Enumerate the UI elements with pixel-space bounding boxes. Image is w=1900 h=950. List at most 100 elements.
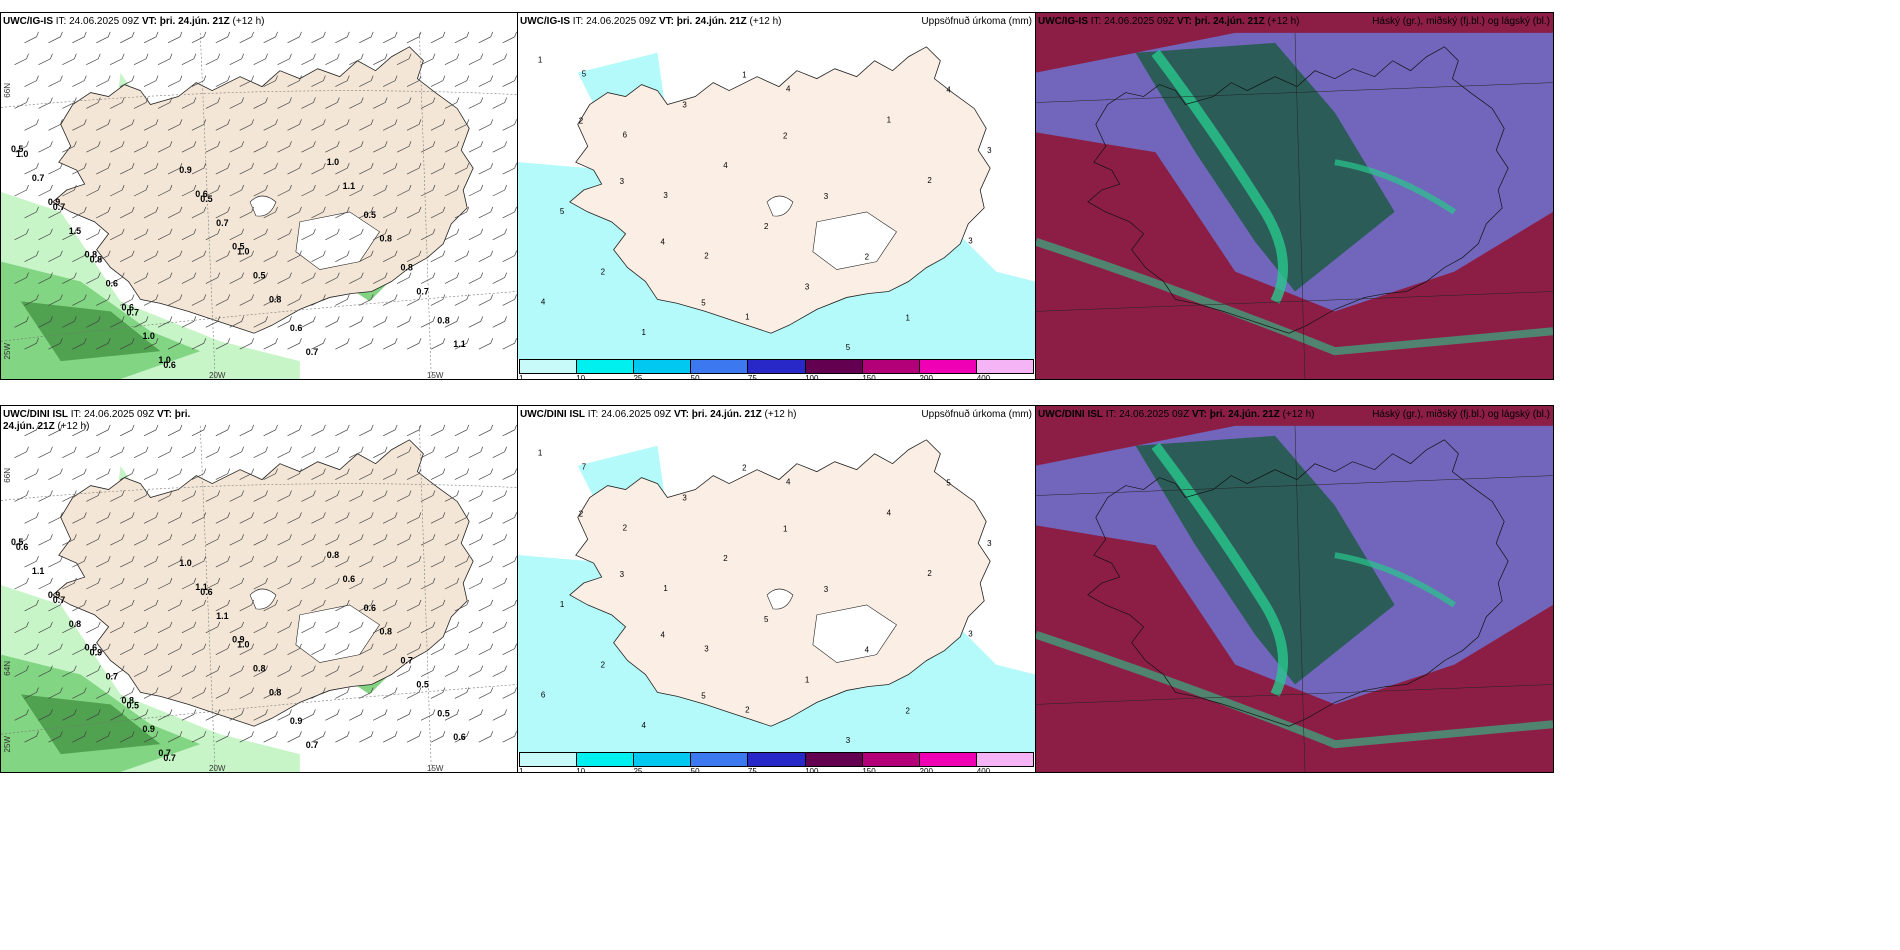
- wind-value: 1.0: [16, 149, 28, 159]
- legend-swatch: [862, 360, 920, 373]
- precip-value: 5: [946, 479, 951, 488]
- precip-legend: 1 10 25 50 75 100 150 200 400: [518, 752, 1035, 772]
- legend-tick: 200: [919, 374, 933, 380]
- wind-barbs: [14, 424, 517, 743]
- panel-wind-r1[interactable]: UWC/IG-IS IT: 24.06.2025 09Z VT: þri. 24…: [0, 12, 518, 380]
- wind-value: 0.7: [216, 218, 228, 228]
- panel-title: UWC/DINI ISL IT: 24.06.2025 09Z VT: þri.…: [520, 409, 797, 420]
- legend-tick: 50: [690, 767, 700, 773]
- precip-value: 4: [541, 297, 546, 306]
- cloud-low-fill: [1135, 42, 1395, 292]
- precip-value: 4: [946, 86, 951, 95]
- precip-value-labels: 1 2 3 4 5 2 1 3 4 2 5 3 1 2 4 3 2 5 1 3 4 2 3 6 7 2 1 3 2 4: [538, 449, 992, 745]
- panel-title: UWC/DINI ISL IT: 24.06.2025 09Z VT: þri.…: [1038, 409, 1315, 420]
- wind-value: 0.9: [48, 590, 60, 600]
- iceland-outline: [1087, 439, 1509, 727]
- legend-tick: 1: [519, 374, 524, 380]
- wind-value-labels: 0.50.90.80.61.00.60.50.80.71.10.80.71.10…: [11, 144, 466, 370]
- wind-value: 0.5: [437, 708, 449, 718]
- legend-swatch: [919, 753, 977, 766]
- legend-tick: 400: [976, 374, 991, 380]
- precip-value: 2: [927, 569, 932, 578]
- panel-precip-r1[interactable]: UWC/IG-IS IT: 24.06.2025 09Z VT: þri. 24…: [517, 12, 1036, 380]
- wind-map: 0.50.90.80.61.00.60.50.80.71.10.80.71.10…: [1, 31, 517, 379]
- precip-value: 3: [805, 282, 810, 291]
- iceland-land: [52, 439, 474, 727]
- precip-value: 5: [764, 615, 769, 624]
- precip-value: 2: [623, 523, 628, 532]
- panel-variable-title: Uppsöfnuð úrkoma (mm): [921, 16, 1032, 27]
- precip-value: 5: [560, 207, 565, 216]
- lat-label: 66N: [3, 83, 12, 98]
- legend-swatch: [577, 360, 635, 373]
- wind-value: 0.8: [69, 619, 81, 629]
- legend-tick: 10: [576, 374, 586, 380]
- legend-tick: 100: [805, 767, 819, 773]
- iceland-outline: [1087, 46, 1509, 334]
- panel-cloud-r2[interactable]: UWC/DINI ISL IT: 24.06.2025 09Z VT: þri.…: [1035, 405, 1554, 773]
- panel-wind-r2[interactable]: UWC/DINI ISL IT: 24.06.2025 09Z VT: þri.…: [0, 405, 518, 773]
- wind-value: 0.8: [327, 550, 339, 560]
- legend-tick: 400: [976, 767, 991, 773]
- precip-value: 4: [786, 478, 791, 487]
- wind-value: 1.1: [32, 566, 44, 576]
- wind-value: 0.7: [416, 286, 428, 296]
- wind-value: 0.6: [163, 360, 175, 370]
- wind-value: 0.8: [400, 263, 412, 273]
- panel-precip-r2[interactable]: UWC/DINI ISL IT: 24.06.2025 09Z VT: þri.…: [517, 405, 1036, 773]
- lat-label: 66N: [3, 468, 12, 483]
- precip-value: 6: [541, 690, 546, 699]
- precip-value: 2: [601, 661, 606, 670]
- precip-value: 5: [701, 298, 706, 307]
- lat-label: 64N: [3, 661, 12, 676]
- legend-tick: 100: [805, 374, 819, 380]
- precip-value: 4: [786, 85, 791, 94]
- legend-swatch: [748, 753, 806, 766]
- legend-tick: 25: [633, 767, 643, 773]
- wind-value: 1.0: [142, 331, 154, 341]
- legend-swatch: [520, 753, 578, 766]
- lat-lon-grid: [1036, 425, 1553, 772]
- precip-value-labels: 1 2 3 4 5 1 2 3 2 1 4 3 5 2 1 3 4 2 3 5 1 2 3 4 5 6 3 2 1 4: [538, 56, 992, 352]
- precip-value: 5: [582, 70, 587, 79]
- lat-lon-grid: [1036, 32, 1553, 379]
- precip-value: 1: [745, 312, 750, 321]
- legend-swatch: [976, 360, 1033, 373]
- precip-value: 4: [723, 161, 728, 170]
- cloud-map: [1036, 13, 1553, 379]
- wind-value: 0.5: [364, 210, 376, 220]
- precip-value: 1: [642, 328, 647, 337]
- wind-value: 0.9: [90, 648, 102, 658]
- wind-value: 0.5: [200, 194, 212, 204]
- precip-value: 7: [582, 463, 587, 472]
- legend-swatch: [634, 753, 692, 766]
- precip-value: 6: [623, 130, 628, 139]
- precip-value: 1: [887, 115, 892, 124]
- precip-value: 2: [704, 252, 709, 261]
- panel-cloud-r1[interactable]: UWC/IG-IS IT: 24.06.2025 09Z VT: þri. 24…: [1035, 12, 1554, 380]
- precip-value: 2: [745, 705, 750, 714]
- precip-value: 3: [620, 177, 625, 186]
- wind-value: 0.5: [11, 144, 23, 154]
- precip-value: 2: [579, 116, 584, 125]
- precip-value: 3: [824, 585, 829, 594]
- precip-value: 1: [538, 449, 543, 458]
- lon-label: 20W: [209, 371, 226, 380]
- precip-value: 3: [846, 736, 851, 745]
- legend-swatch: [520, 360, 578, 373]
- precip-value: 3: [682, 493, 687, 502]
- wind-value: 0.7: [158, 748, 170, 758]
- wind-value-labels: 0.50.90.60.80.71.10.90.80.70.60.80.50.61…: [11, 537, 466, 763]
- legend-tick: 75: [747, 374, 757, 380]
- legend-swatch: [805, 753, 863, 766]
- wind-value: 0.6: [364, 603, 376, 613]
- wind-value: 1.5: [69, 226, 81, 236]
- wind-barbs: [14, 31, 517, 350]
- precip-value: 2: [742, 464, 747, 473]
- precip-value: 3: [987, 146, 992, 155]
- lat-lon-grid: [1, 32, 517, 379]
- precip-value: 3: [824, 192, 829, 201]
- precip-value: 3: [987, 539, 992, 548]
- legend-swatch: [691, 753, 749, 766]
- wind-value: 1.0: [179, 558, 191, 568]
